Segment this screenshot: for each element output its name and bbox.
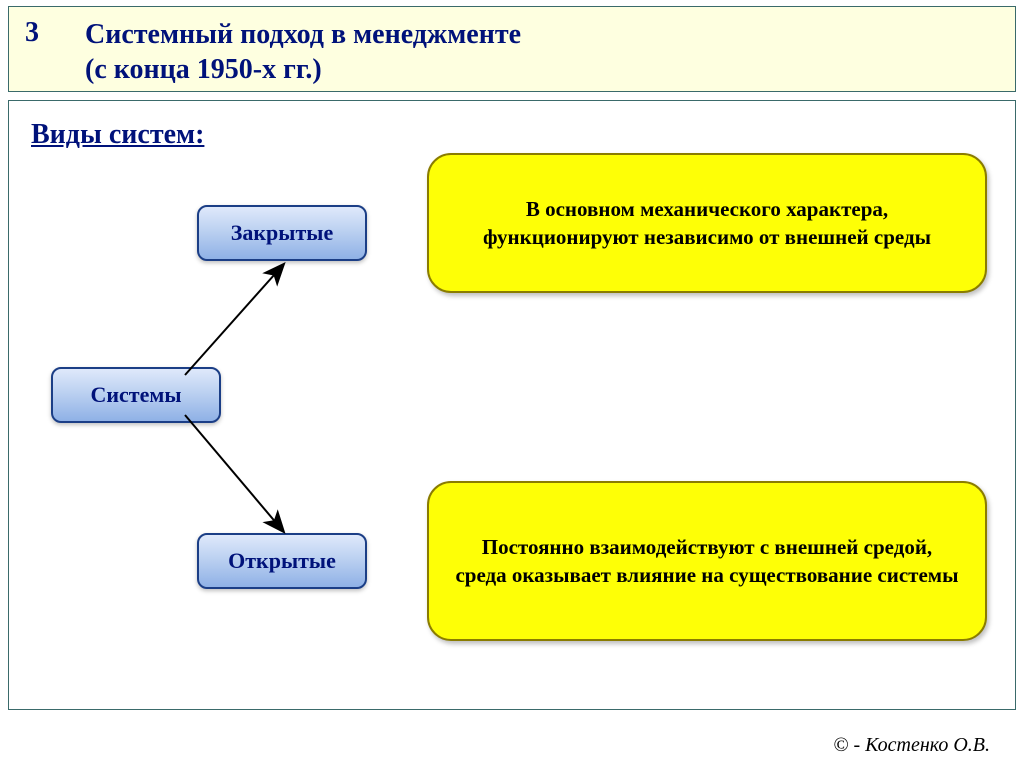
arrow-0 [185,265,283,375]
arrows-layer [9,101,1017,711]
slide-title: Системный подход в менеджменте (с конца … [85,17,521,87]
section-number: 3 [25,17,39,49]
slide-header: 3 Системный подход в менеджменте (с конц… [8,6,1016,92]
content-panel: Виды систем: СистемыЗакрытыеОткрытые В о… [8,100,1016,710]
copyright-footer: © - Костенко О.В. [833,734,990,757]
title-line-1: Системный подход в менеджменте [85,19,521,50]
arrow-1 [185,415,283,531]
title-line-2: (с конца 1950-х гг.) [85,54,322,85]
